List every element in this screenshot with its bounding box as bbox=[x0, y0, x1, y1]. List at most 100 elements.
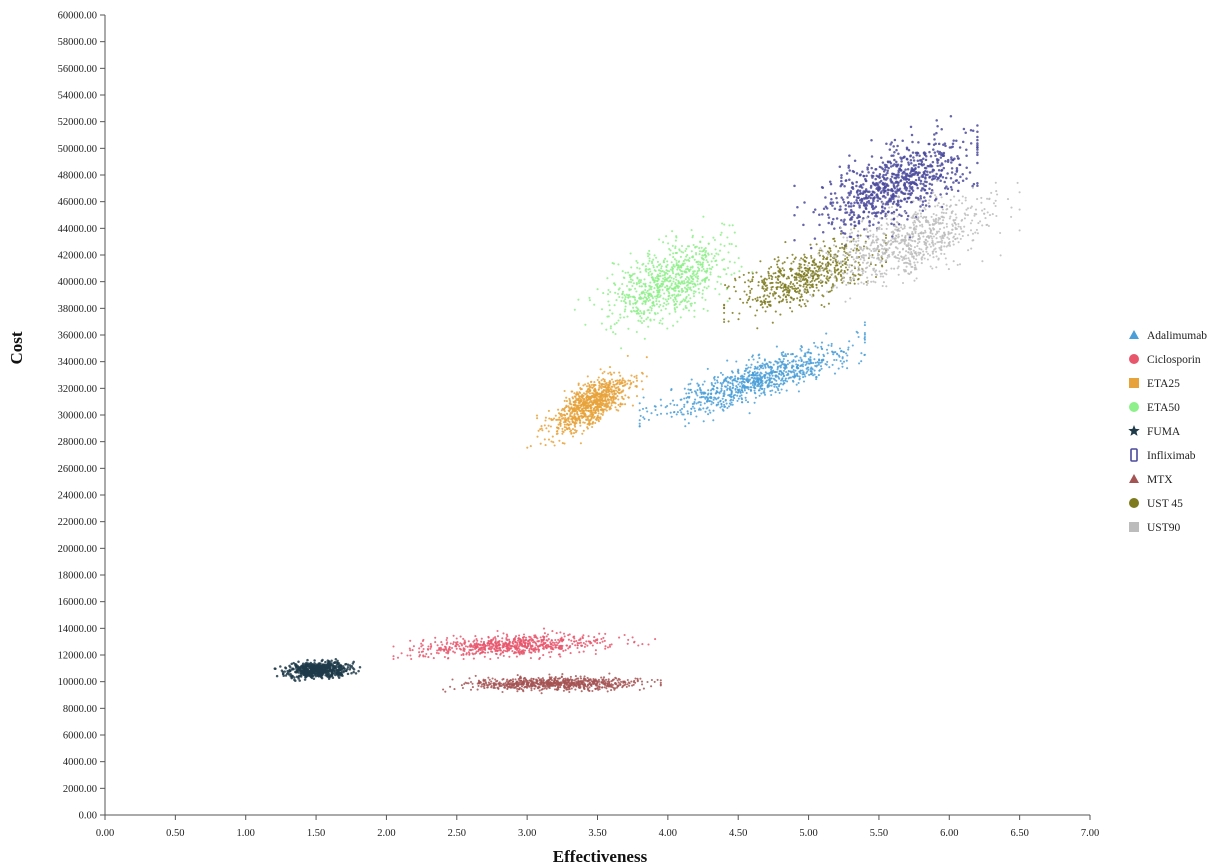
data-point bbox=[698, 267, 701, 270]
data-point bbox=[618, 295, 621, 299]
data-point bbox=[578, 391, 581, 394]
data-point bbox=[561, 673, 564, 676]
data-point bbox=[436, 644, 439, 647]
data-point bbox=[540, 688, 543, 691]
data-point bbox=[851, 181, 854, 184]
data-point bbox=[563, 635, 566, 638]
data-point bbox=[570, 415, 573, 418]
data-point bbox=[710, 382, 713, 385]
data-point bbox=[492, 644, 495, 647]
data-point bbox=[793, 213, 796, 217]
data-point bbox=[571, 642, 574, 645]
data-point bbox=[680, 290, 684, 294]
data-point bbox=[726, 236, 729, 239]
data-point bbox=[695, 415, 698, 418]
data-point bbox=[922, 187, 925, 190]
data-point bbox=[895, 180, 899, 184]
data-point bbox=[739, 391, 742, 394]
data-point bbox=[586, 676, 589, 679]
data-point bbox=[645, 270, 648, 273]
data-point bbox=[824, 362, 827, 366]
data-point bbox=[559, 418, 562, 421]
data-point bbox=[438, 647, 441, 650]
data-point bbox=[514, 635, 518, 638]
data-point bbox=[912, 156, 915, 159]
data-point bbox=[514, 636, 517, 639]
data-point bbox=[324, 660, 327, 664]
data-point bbox=[724, 405, 727, 408]
data-point bbox=[874, 167, 878, 171]
data-point bbox=[651, 262, 654, 265]
data-point bbox=[531, 638, 534, 642]
data-point bbox=[656, 413, 659, 416]
data-point bbox=[543, 424, 546, 427]
data-point bbox=[710, 252, 713, 256]
data-point bbox=[602, 395, 605, 398]
data-point bbox=[763, 393, 767, 396]
data-point bbox=[502, 632, 505, 635]
data-point bbox=[802, 371, 805, 374]
data-point bbox=[567, 647, 570, 650]
data-point bbox=[552, 648, 555, 651]
data-point bbox=[482, 646, 485, 649]
data-point bbox=[584, 383, 587, 386]
data-point bbox=[694, 251, 698, 255]
data-point bbox=[622, 300, 626, 303]
data-point bbox=[858, 174, 862, 177]
data-point bbox=[430, 652, 433, 655]
data-point bbox=[661, 284, 664, 287]
data-point bbox=[888, 148, 892, 151]
data-point bbox=[848, 340, 851, 343]
data-point bbox=[952, 181, 955, 184]
data-point bbox=[679, 409, 682, 412]
data-point bbox=[579, 412, 583, 415]
data-point bbox=[542, 636, 546, 640]
data-point bbox=[549, 425, 552, 428]
data-point bbox=[579, 421, 582, 424]
data-point bbox=[814, 345, 817, 348]
data-point bbox=[664, 307, 667, 310]
data-point bbox=[959, 175, 962, 179]
data-point bbox=[610, 399, 613, 402]
data-point bbox=[650, 307, 653, 310]
data-point bbox=[692, 243, 695, 247]
data-point bbox=[529, 651, 532, 654]
data-point bbox=[605, 393, 608, 396]
data-point bbox=[710, 267, 713, 271]
data-point bbox=[915, 183, 919, 187]
data-point bbox=[856, 234, 860, 237]
data-point bbox=[618, 371, 621, 374]
data-point bbox=[939, 164, 942, 167]
data-point bbox=[594, 401, 597, 404]
data-point bbox=[557, 647, 560, 650]
data-point bbox=[621, 283, 624, 286]
data-point bbox=[740, 397, 743, 400]
data-point bbox=[331, 663, 335, 667]
data-point bbox=[650, 678, 653, 682]
data-point bbox=[496, 635, 500, 638]
data-point bbox=[696, 283, 699, 286]
data-point bbox=[709, 411, 712, 414]
data-point bbox=[867, 171, 870, 174]
data-point bbox=[544, 419, 547, 422]
data-point bbox=[597, 376, 600, 379]
data-point bbox=[791, 379, 795, 382]
data-point bbox=[650, 285, 653, 288]
data-point bbox=[822, 207, 826, 210]
data-point bbox=[550, 440, 553, 443]
data-point bbox=[734, 245, 738, 248]
data-point bbox=[669, 249, 672, 252]
data-point bbox=[647, 299, 650, 303]
data-point bbox=[445, 638, 448, 642]
data-point bbox=[564, 416, 567, 420]
data-point bbox=[352, 660, 355, 664]
data-point bbox=[696, 277, 700, 280]
data-point bbox=[662, 261, 665, 264]
data-points bbox=[273, 115, 1021, 695]
data-point bbox=[312, 677, 316, 680]
data-point bbox=[871, 174, 875, 178]
data-point bbox=[932, 168, 936, 172]
data-point bbox=[863, 321, 866, 324]
data-point bbox=[686, 268, 690, 271]
data-point bbox=[685, 284, 688, 287]
